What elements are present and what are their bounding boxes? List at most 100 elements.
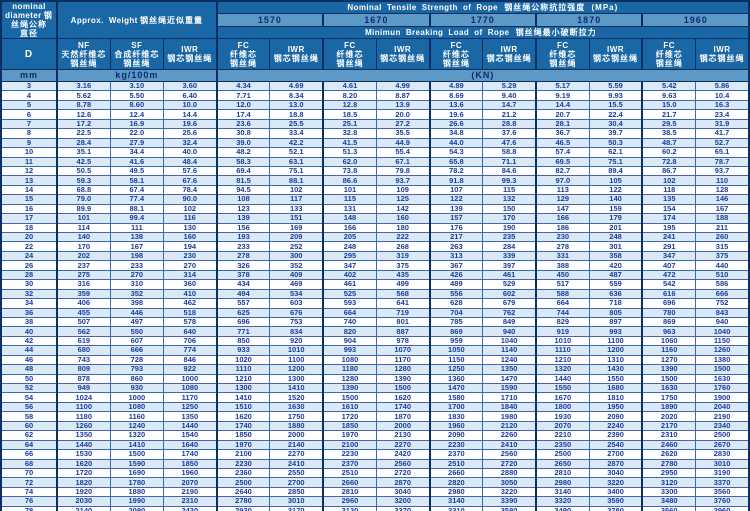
value-cell: 118 [641, 184, 697, 196]
value-cell: 101 [55, 213, 111, 224]
value-cell: 641 [375, 298, 431, 309]
col-header-iwr-1870: IWR 钢芯钢丝绳 [588, 38, 643, 70]
value-cell: 3.16 [55, 80, 111, 92]
value-cell: 834 [269, 326, 324, 337]
iwr-abbr: IWR [287, 45, 305, 54]
value-cell: 2190 [162, 486, 218, 498]
diameter-cell: 22 [0, 241, 58, 252]
diameter-cell: 28 [0, 269, 58, 281]
table-row: 62 1350 1320 1540 1850 2000 1970 2130 2090 2260 22… [0, 430, 750, 441]
value-cell: 774 [162, 345, 218, 356]
value-cell: 3490 [534, 505, 590, 511]
value-cell: 1110 [215, 364, 271, 375]
value-cell: 461 [482, 269, 537, 281]
value-cell: 347 [322, 260, 377, 271]
value-cell: 719 [375, 307, 431, 318]
value-cell: 1960 [162, 467, 218, 479]
value-cell: 2230 [428, 439, 484, 451]
value-cell: 2100 [215, 449, 271, 460]
value-cell: 91.8 [428, 175, 484, 186]
value-cell: 26.6 [428, 118, 484, 130]
value-cell: 3560 [695, 486, 750, 498]
value-cell: 67.4 [109, 184, 164, 196]
value-cell: 2310 [641, 430, 697, 441]
value-cell: 3140 [428, 496, 484, 507]
value-cell: 8.69 [428, 90, 484, 101]
value-cell: 58.8 [482, 147, 537, 158]
value-cell: 664 [322, 307, 377, 318]
value-cell: 230 [534, 231, 590, 243]
table-row: 50 878 860 1000 1210 1300 1280 1390 1360 1470 1440… [0, 373, 750, 385]
value-cell: 771 [215, 326, 271, 337]
value-cell: 2070 [162, 477, 218, 488]
table-row: 32 359 352 410 494 534 525 568 556 602 588 636 616 66… [0, 288, 750, 300]
table-row: 9 28.4 27.9 32.4 39.0 42.2 41.5 44.9 44.0 47.6 46.… [0, 137, 750, 149]
value-cell: 14.4 [534, 99, 590, 111]
value-cell: 180 [375, 222, 431, 234]
value-cell: 2660 [322, 477, 377, 488]
value-cell: 3780 [588, 505, 643, 511]
value-cell: 1920 [55, 486, 111, 498]
diameter-cell: 30 [0, 279, 58, 290]
value-cell: 1240 [109, 420, 164, 432]
value-cell: 18.5 [322, 109, 377, 120]
table-row: 7 17.2 16.9 19.6 23.6 25.5 25.1 27.2 26.6 28.8 28.… [0, 118, 750, 130]
value-cell: 1610 [322, 401, 377, 413]
diameter-cell: 17 [0, 213, 58, 224]
value-cell: 1080 [162, 382, 218, 394]
value-cell: 860 [109, 373, 164, 385]
value-cell: 10.0 [162, 99, 218, 111]
value-cell: 94.5 [215, 184, 271, 196]
value-cell: 93.7 [695, 165, 750, 177]
value-cell: 2650 [534, 458, 590, 469]
value-cell: 426 [428, 269, 484, 281]
diameter-cell: 76 [0, 496, 58, 507]
diameter-cell: 34 [0, 298, 58, 309]
diameter-cell: 70 [0, 467, 58, 479]
value-cell: 110 [695, 175, 750, 186]
value-cell: 1620 [215, 411, 271, 422]
value-cell: 1440 [55, 439, 111, 451]
value-cell: 291 [641, 241, 697, 252]
strength-value-1670: 1670 [322, 12, 431, 28]
sf-abbr: SF [131, 40, 143, 50]
value-cell: 1160 [109, 411, 164, 422]
value-cell: 664 [534, 298, 590, 309]
value-cell: 1640 [162, 439, 218, 451]
nominal-diameter-header: nominal diameter 钢丝绳公称 直径 [0, 0, 58, 39]
value-cell: 1880 [109, 486, 164, 498]
value-cell: 3760 [695, 496, 750, 507]
value-cell: 1550 [534, 382, 590, 394]
value-cell: 278 [215, 250, 271, 262]
value-cell: 166 [534, 213, 590, 224]
value-cell: 115 [322, 194, 377, 205]
diameter-cell: 46 [0, 354, 58, 366]
value-cell: 47.6 [482, 137, 537, 149]
value-cell: 1010 [269, 345, 324, 356]
value-cell: 107 [428, 184, 484, 196]
value-cell: 195 [641, 222, 697, 234]
diameter-cell: 5 [0, 99, 58, 111]
value-cell: 169 [269, 222, 324, 234]
value-cell: 201 [588, 222, 643, 234]
value-cell: 360 [162, 279, 218, 290]
value-cell: 3140 [534, 486, 590, 498]
value-cell: 12.6 [55, 109, 111, 120]
value-cell: 352 [269, 260, 324, 271]
value-cell: 113 [534, 184, 590, 196]
value-cell: 2720 [482, 458, 537, 469]
value-cell: 2620 [641, 449, 697, 460]
value-cell: 79.0 [55, 194, 111, 205]
value-cell: 1350 [55, 430, 111, 441]
value-cell: 48.4 [162, 156, 218, 167]
value-cell: 67.1 [375, 156, 431, 167]
value-cell: 619 [55, 335, 111, 347]
value-cell: 1970 [215, 439, 271, 451]
table-row: 74 1920 1880 2190 2640 2850 2810 3040 2980 3220 31… [0, 486, 750, 498]
diameter-cell: 56 [0, 401, 58, 413]
value-cell: 1350 [162, 411, 218, 422]
diameter-cell: 32 [0, 288, 58, 300]
value-cell: 1590 [109, 458, 164, 469]
value-cell: 2880 [482, 467, 537, 479]
value-cell: 23.4 [695, 109, 750, 120]
